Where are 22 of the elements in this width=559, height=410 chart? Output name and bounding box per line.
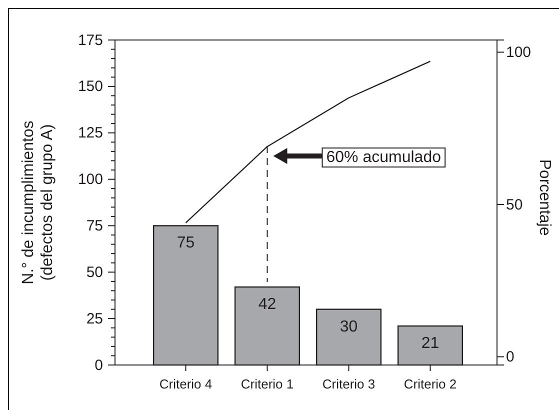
x-tick-label: Criterio 2 [404,376,457,392]
annotation: 60% acumulado [326,149,442,166]
y-tick-label: 175 [78,32,103,49]
x-tick-label: Criterio 3 [322,376,376,392]
y-tick-label: 50 [86,264,103,281]
x-tick-label: Criterio 4 [159,376,212,392]
y2-tick-label: 0 [506,348,514,366]
data-label: 42 [258,296,276,313]
y-tick-label: 125 [78,124,103,142]
data-label: 30 [340,318,358,336]
y2-tick-label: 100 [506,44,532,61]
y-tick-label: 0 [94,356,103,374]
y2-axis-title: Porcentaje [536,159,553,236]
data-label: 75 [176,234,195,252]
y-tick-label: 75 [86,218,103,235]
data-label: 21 [421,335,440,352]
y-axis-title: N.° de incumplimientos (defectos del grupo A) [20,120,56,284]
y2-tick-label: 50 [506,196,523,214]
x-tick-label: Criterio 1 [240,376,294,392]
y-tick-label: 25 [86,310,103,328]
y-tick-label: 100 [78,171,103,188]
y-tick-label: 150 [78,78,103,96]
